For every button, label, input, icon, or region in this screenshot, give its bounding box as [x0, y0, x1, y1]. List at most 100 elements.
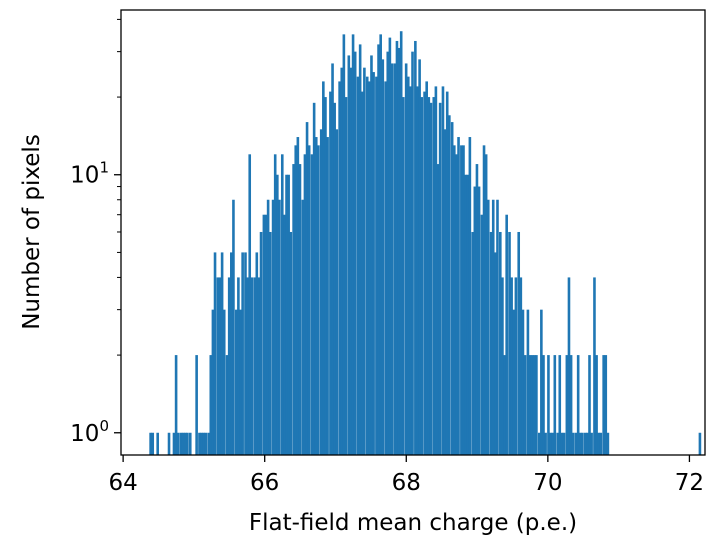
histogram-bar — [409, 86, 412, 455]
histogram-bar — [186, 432, 189, 455]
histogram-bar — [414, 40, 417, 456]
histogram-bar — [198, 432, 201, 455]
histogram-bar — [372, 72, 375, 455]
y-tick-label-exponent: 0 — [99, 417, 109, 435]
x-tick-label: 70 — [533, 470, 562, 496]
histogram-bar — [593, 277, 596, 455]
histogram-bar — [188, 432, 192, 455]
histogram-bar — [241, 252, 244, 455]
histogram-bar — [602, 355, 605, 455]
histogram-bar — [333, 102, 336, 455]
histogram-bar — [342, 34, 346, 456]
histogram-bar — [606, 432, 610, 455]
histogram-bar — [499, 231, 502, 455]
histogram-bar — [338, 81, 341, 455]
histogram-bar — [427, 97, 431, 455]
histogram-bar — [429, 102, 433, 455]
y-tick-label-base: 10 — [70, 421, 99, 447]
histogram-bar — [491, 199, 495, 455]
histogram-bar — [211, 309, 215, 455]
histogram-bar — [149, 432, 152, 455]
histogram-bar — [486, 199, 490, 455]
histogram-bar — [466, 174, 470, 456]
histogram-bar — [207, 432, 210, 455]
histogram-bar — [294, 145, 298, 455]
histogram-bar — [441, 86, 445, 455]
histogram-bar — [259, 231, 263, 455]
histogram-bar — [246, 277, 249, 455]
y-tick-label-exponent: 1 — [99, 159, 109, 177]
x-tick-label: 72 — [675, 470, 704, 496]
histogram-bar — [370, 55, 373, 456]
histogram-bar — [283, 214, 286, 455]
histogram-bar — [257, 277, 261, 455]
histogram-bar — [569, 355, 573, 455]
histogram-bar — [395, 40, 399, 456]
histogram-bar — [271, 199, 275, 455]
histogram-bar — [314, 137, 318, 456]
histogram-bar — [399, 31, 403, 456]
histogram-bar — [222, 309, 226, 455]
histogram-bar — [416, 86, 419, 455]
histogram-bar — [268, 231, 272, 455]
histogram-bar — [501, 277, 504, 455]
histogram-bar — [230, 252, 233, 455]
histogram-bar — [556, 432, 559, 455]
histogram-bar — [377, 44, 380, 456]
histogram-bar — [262, 214, 266, 455]
histogram-bar — [276, 174, 279, 456]
histogram-bar — [344, 97, 348, 455]
histogram-bar — [167, 432, 171, 455]
histogram-bar — [280, 154, 284, 455]
histogram-bar — [583, 432, 587, 455]
histogram-bar — [349, 67, 353, 456]
histogram-bar — [292, 164, 295, 455]
histogram-bar — [379, 34, 382, 456]
histogram-bar — [273, 154, 277, 455]
histogram-bar — [528, 355, 532, 455]
histogram-bar — [482, 145, 486, 455]
histogram-bar — [220, 252, 224, 455]
histogram-bar — [200, 432, 203, 455]
y-tick-label-base: 10 — [70, 163, 99, 189]
histogram-bar — [365, 76, 369, 455]
histogram-bar — [322, 81, 325, 455]
histogram-bar — [411, 51, 414, 455]
histogram-bar — [574, 432, 578, 455]
y-tick-label: 100 — [70, 417, 109, 447]
histogram-bar — [523, 355, 527, 455]
histogram-bar — [218, 277, 222, 455]
histogram-bar — [455, 154, 458, 455]
histogram-bar — [331, 63, 334, 455]
histogram-bar — [248, 154, 252, 455]
histogram-bar — [287, 174, 290, 456]
y-tick-label: 101 — [70, 159, 109, 189]
histogram-bar — [213, 252, 217, 455]
histogram-bar — [514, 277, 518, 455]
histogram-bar — [588, 355, 591, 455]
histogram-bar — [547, 355, 550, 455]
histogram-bar — [526, 309, 530, 455]
histogram-bar — [698, 432, 702, 455]
histogram-bar — [477, 186, 481, 456]
histogram-bar — [329, 91, 332, 455]
histogram-bar — [151, 432, 155, 455]
histogram-bar — [530, 355, 534, 455]
histogram-bar — [317, 145, 320, 455]
histogram-bar — [590, 432, 593, 455]
histogram-bar — [353, 51, 357, 455]
histogram-bar — [285, 174, 288, 456]
histogram-bar — [227, 277, 231, 455]
histogram-bar — [586, 432, 589, 455]
histogram-bar — [599, 432, 603, 455]
histogram-bar — [204, 432, 208, 455]
histogram-bar — [209, 355, 213, 455]
histogram-bar — [471, 231, 474, 455]
histogram-bar — [581, 432, 584, 455]
histogram-bar — [172, 432, 176, 455]
histogram-bar — [453, 145, 456, 455]
histogram-bar — [202, 432, 206, 455]
